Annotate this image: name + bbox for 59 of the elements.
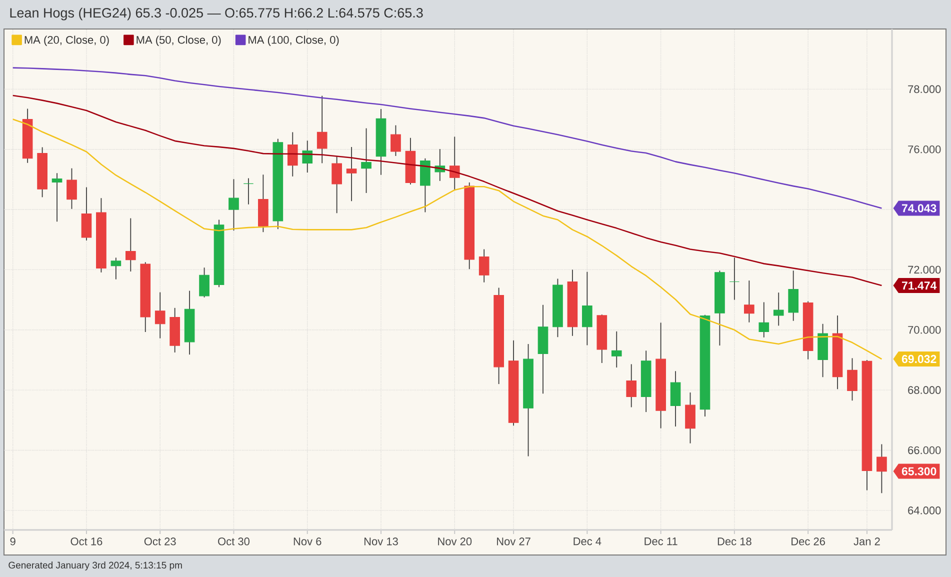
y-tick-label: 78.000 <box>908 85 941 94</box>
y-tick-label: 72.000 <box>908 266 941 274</box>
candlestick <box>154 292 166 339</box>
candlestick <box>773 292 784 326</box>
x-tick-label: Oct 23 <box>144 538 176 546</box>
candlestick <box>758 302 770 338</box>
candlestick <box>478 248 490 283</box>
candlestick <box>287 132 298 177</box>
legend-label: MA (50, Close, 0) <box>136 36 221 46</box>
text: 65.300 <box>902 467 936 476</box>
text: Generated January 3rd 2024, 5:13:15 pm <box>8 562 182 570</box>
y-tick-label: 68.000 <box>908 386 941 394</box>
candlestick <box>611 330 622 368</box>
x-tick-label: Nov 6 <box>294 538 322 546</box>
candlestick <box>66 168 77 210</box>
candlestick <box>361 128 372 194</box>
candlestick <box>582 271 592 346</box>
legend-label: MA (100, Close, 0) <box>248 36 339 46</box>
candlestick <box>847 358 858 402</box>
candlestick <box>729 257 740 300</box>
candlestick <box>228 178 239 232</box>
x-tick-label: Oct 30 <box>218 538 250 546</box>
candlestick <box>302 140 313 173</box>
x-tick-label: Dec 26 <box>792 538 825 546</box>
candlestick <box>744 280 754 323</box>
x-tick-label: Nov 20 <box>438 538 472 546</box>
y-tick-label: 70.000 <box>908 326 941 334</box>
data-label: 71.474 <box>902 282 937 290</box>
data-label: 69.032 <box>902 354 936 364</box>
data-label: 74.043 <box>902 204 936 212</box>
x-tick-label: Nov 27 <box>497 538 530 546</box>
legend-label: MA (20, Close, 0) <box>24 36 109 46</box>
x-tick-label: Oct 16 <box>70 538 102 546</box>
y-tick-label: 76.000 <box>908 145 941 154</box>
candlestick <box>332 156 342 214</box>
x-tick-label: Dec 11 <box>644 538 678 546</box>
candlestick <box>876 444 887 494</box>
candlestick <box>626 364 637 408</box>
candlestick <box>125 218 136 272</box>
x-tick-label: Nov 13 <box>364 538 398 546</box>
chart-title: Lean Hogs (HEG24) 65.3 -0.025 — O:65.775 H:66.2 L:64.575 C:65.3 <box>10 8 423 20</box>
candlestick <box>449 136 460 190</box>
x-tick-label: Dec 18 <box>718 538 752 546</box>
x-tick-label: Jan 2 <box>854 538 880 546</box>
candlestick <box>346 146 357 202</box>
candlestick <box>52 172 62 222</box>
x-tick-label: 9 <box>10 538 16 546</box>
candlestick <box>199 267 210 298</box>
candlestick <box>110 257 122 280</box>
candlestick <box>390 124 401 156</box>
x-tick-label: Dec 4 <box>574 538 602 546</box>
candlestick <box>685 392 696 444</box>
candlestick <box>788 270 798 322</box>
candlestick <box>81 186 92 241</box>
candlestick <box>670 370 681 427</box>
y-tick-label: 66.000 <box>908 446 941 454</box>
candlestick <box>243 178 254 205</box>
y-tick-label: 64.000 <box>908 506 941 514</box>
candlestick <box>316 95 328 164</box>
